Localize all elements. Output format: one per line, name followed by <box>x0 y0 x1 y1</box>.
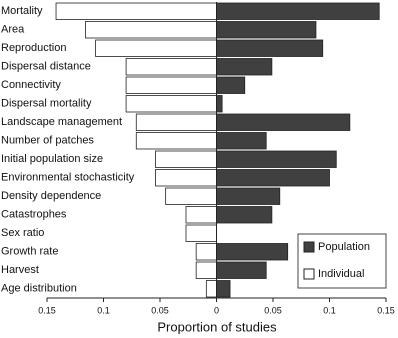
category-label: Growth rate <box>1 246 58 258</box>
category-label: Reproduction <box>1 42 66 54</box>
bar <box>216 76 246 94</box>
bar <box>216 2 380 20</box>
bar <box>216 58 273 76</box>
bar <box>216 150 337 168</box>
bar <box>195 243 217 261</box>
category-label: Area <box>1 24 25 36</box>
x-tick-label: 0 <box>214 305 219 315</box>
bar <box>55 2 217 20</box>
category-label: Dispersal distance <box>1 61 91 73</box>
x-tick-label: 0.05 <box>264 305 282 315</box>
category-label: Mortality <box>1 5 43 17</box>
x-tick-label: 0.15 <box>377 305 395 315</box>
x-tick-label: 0.05 <box>151 305 169 315</box>
legend-label: Population <box>318 241 370 253</box>
bar <box>125 76 217 94</box>
bar <box>216 39 324 57</box>
bar <box>216 261 267 279</box>
category-label: Landscape management <box>1 116 122 128</box>
bar <box>216 132 267 150</box>
category-label: Catastrophes <box>1 209 67 221</box>
legend-swatch <box>303 241 315 253</box>
bar <box>205 280 217 298</box>
x-tick-label: 0.1 <box>323 305 336 315</box>
category-label: Dispersal mortality <box>1 98 92 110</box>
bar <box>135 113 217 131</box>
x-tick-label: 0.1 <box>97 305 110 315</box>
category-label: Initial population size <box>1 153 103 165</box>
bar <box>125 58 217 76</box>
bar <box>216 187 281 205</box>
category-label: Age distribution <box>1 283 77 295</box>
bar <box>216 21 317 39</box>
bar <box>185 206 217 224</box>
legend-label: Individual <box>318 268 364 280</box>
category-label: Density dependence <box>1 190 101 202</box>
bar <box>216 206 273 224</box>
x-axis-title: Proportion of studies <box>157 319 277 334</box>
category-label: Harvest <box>1 264 39 276</box>
category-label: Environmental stochasticity <box>1 172 135 184</box>
bar <box>95 39 217 57</box>
legend-swatch <box>303 268 315 280</box>
bar <box>216 169 330 187</box>
bar <box>216 280 231 298</box>
category-label: Connectivity <box>1 79 61 91</box>
x-tick-label: 0.15 <box>38 305 56 315</box>
bar <box>135 132 217 150</box>
bar <box>125 95 217 113</box>
bar <box>85 21 217 39</box>
bar <box>216 243 289 261</box>
category-label: Sex ratio <box>1 227 44 239</box>
category-label: Number of patches <box>1 135 94 147</box>
bar <box>185 224 217 242</box>
bar <box>155 169 217 187</box>
bar <box>155 150 217 168</box>
bar <box>216 113 351 131</box>
bar <box>216 95 223 113</box>
bar <box>165 187 217 205</box>
bar <box>195 261 217 279</box>
